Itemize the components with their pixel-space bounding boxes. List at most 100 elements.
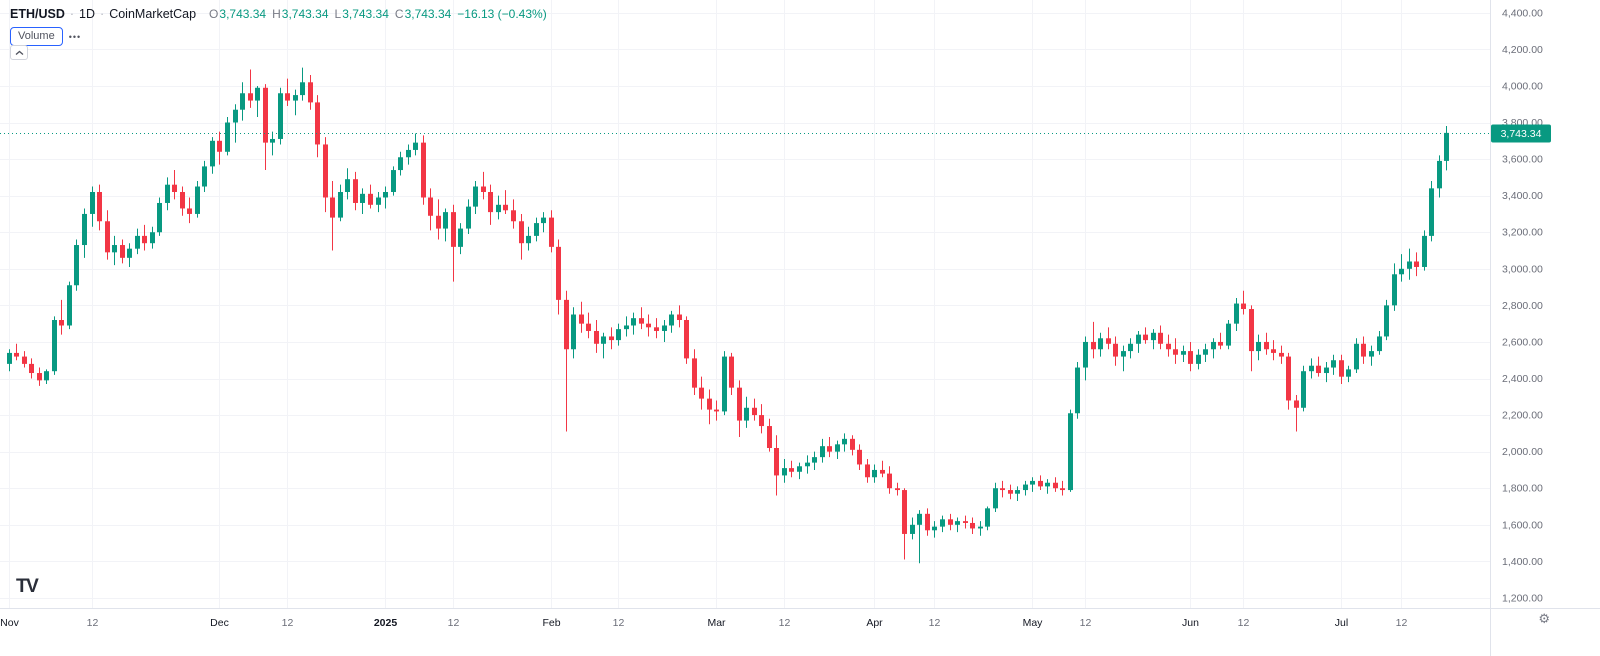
time-axis-labels: Nov 12 Dec 12 2025 12 Feb 12 Mar 12 Apr 12 May 12 Jun 1… xyxy=(0,617,1407,629)
volume-indicator-pill[interactable]: Volume xyxy=(10,27,63,46)
candle xyxy=(248,69,253,108)
candle xyxy=(270,131,275,156)
chart-pane[interactable] xyxy=(0,0,1490,608)
svg-text:12: 12 xyxy=(1080,617,1092,629)
candle xyxy=(1053,477,1058,492)
candle xyxy=(662,320,667,342)
candle xyxy=(1339,354,1344,384)
svg-text:2,600.00: 2,600.00 xyxy=(1502,336,1543,348)
symbol-name[interactable]: ETH/USD xyxy=(10,7,65,21)
candle xyxy=(112,235,117,266)
candle xyxy=(1256,334,1261,361)
candle xyxy=(22,351,27,368)
candle xyxy=(142,224,147,251)
candle xyxy=(887,466,892,494)
candle xyxy=(135,228,140,255)
candle xyxy=(782,458,787,483)
candle xyxy=(360,188,365,214)
legend-separator: · xyxy=(100,7,105,21)
candle xyxy=(624,316,629,337)
candle xyxy=(985,506,990,531)
candle xyxy=(1166,334,1171,357)
svg-text:2,000.00: 2,000.00 xyxy=(1502,446,1543,458)
close-value: 3,743.34 xyxy=(404,7,452,21)
candle xyxy=(503,190,508,214)
svg-text:4,000.00: 4,000.00 xyxy=(1502,80,1543,92)
candle xyxy=(217,131,222,165)
candle xyxy=(1091,321,1096,359)
candle xyxy=(315,95,320,158)
candle xyxy=(639,307,644,330)
candle xyxy=(1422,230,1427,271)
candle xyxy=(895,482,900,496)
candle xyxy=(842,433,847,452)
candle xyxy=(556,239,561,315)
candle xyxy=(1301,365,1306,412)
candle xyxy=(654,318,659,339)
data-source-label[interactable]: CoinMarketCap xyxy=(109,7,197,21)
candle xyxy=(383,186,388,209)
svg-text:12: 12 xyxy=(1238,617,1250,629)
candle xyxy=(1249,305,1254,372)
candle xyxy=(963,515,968,529)
candle xyxy=(225,117,230,156)
candle xyxy=(526,226,531,251)
candle xyxy=(564,290,569,432)
candle xyxy=(1444,125,1449,171)
open-value: 3,743.34 xyxy=(219,7,267,21)
candle xyxy=(684,316,689,364)
candle xyxy=(669,310,674,333)
candle xyxy=(1279,345,1284,364)
candle xyxy=(1346,365,1351,383)
candle xyxy=(805,455,810,474)
svg-text:12: 12 xyxy=(779,617,791,629)
candle xyxy=(932,521,937,538)
candle xyxy=(285,78,290,107)
svg-text:Mar: Mar xyxy=(707,617,726,629)
candle xyxy=(737,380,742,438)
svg-text:Feb: Feb xyxy=(542,617,560,629)
indicator-more-button[interactable]: ••• xyxy=(68,31,82,42)
candle xyxy=(1218,332,1223,350)
low-label: L xyxy=(334,7,342,21)
candle xyxy=(1098,332,1103,357)
candle xyxy=(1331,354,1336,375)
candle xyxy=(948,513,953,531)
candle xyxy=(1384,299,1389,341)
candle xyxy=(850,435,855,456)
tradingview-logo[interactable]: TV xyxy=(16,576,39,597)
candle xyxy=(1136,330,1141,353)
candle xyxy=(1271,340,1276,361)
candle xyxy=(707,389,712,425)
candle xyxy=(880,460,885,478)
candle xyxy=(180,186,185,216)
candle xyxy=(1392,263,1397,311)
candle xyxy=(1414,252,1419,277)
candle xyxy=(820,438,825,463)
svg-text:4,400.00: 4,400.00 xyxy=(1502,7,1543,19)
price-axis[interactable] xyxy=(1490,0,1600,608)
candle xyxy=(308,74,313,110)
candle xyxy=(1211,338,1216,359)
time-axis[interactable] xyxy=(0,608,1600,656)
legend-collapse-button[interactable] xyxy=(10,45,28,60)
interval-label[interactable]: 1D xyxy=(79,7,96,21)
candle xyxy=(466,199,471,235)
candle xyxy=(955,517,960,533)
candle xyxy=(774,435,779,496)
high-label: H xyxy=(272,7,281,21)
candle xyxy=(255,85,260,118)
candle xyxy=(729,352,734,395)
candle xyxy=(52,316,57,375)
candle xyxy=(579,301,584,333)
candle xyxy=(594,320,599,353)
candle xyxy=(993,482,998,512)
candle xyxy=(722,351,727,416)
candle xyxy=(233,104,238,143)
candle xyxy=(421,135,426,205)
candle xyxy=(910,517,915,540)
high-value: 3,743.34 xyxy=(281,7,329,21)
settings-gear-icon[interactable]: ⚙ xyxy=(1538,611,1550,626)
svg-text:1,400.00: 1,400.00 xyxy=(1502,556,1543,568)
